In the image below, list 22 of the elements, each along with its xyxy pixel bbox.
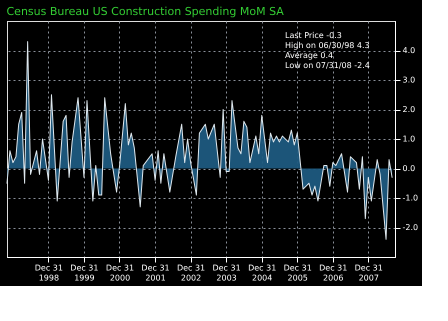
y-tick-label: 4.0	[402, 46, 416, 55]
x-tick-label: Dec 31 2003	[212, 264, 241, 282]
y-tick-label: 0.0	[402, 164, 416, 173]
x-tick-label: Dec 31 2000	[106, 264, 134, 282]
y-tick-label: 1.0	[402, 134, 416, 144]
annotation: High on 06/30/98 4.3	[285, 41, 370, 50]
annotation: Average 0.4	[285, 51, 334, 60]
x-tick-label: Dec 31 2005	[284, 264, 312, 282]
y-tick-label: 2.0	[402, 105, 416, 114]
chart-title: Census Bureau US Construction Spending MoM SA	[6, 5, 284, 18]
x-tick-label: Dec 31 1999	[70, 264, 98, 282]
x-tick-label: Dec 31 2004	[248, 264, 276, 282]
y-tick-label: -2.0	[402, 223, 418, 232]
annotation: Last Price -0.3	[285, 31, 342, 40]
x-tick-label: Dec 31 2007	[354, 264, 383, 282]
x-tick-label: Dec 31 2001	[141, 264, 170, 282]
x-tick-label: Dec 31 2006	[319, 264, 348, 282]
y-tick-label: -1.0	[402, 194, 418, 202]
annotation: Low on 07/31/08 -2.4	[285, 61, 370, 70]
x-tick-label: Dec 31 1998	[34, 264, 63, 282]
x-tick-label: Dec 31 2002	[176, 264, 206, 282]
y-tick-label: 3.0	[402, 76, 416, 84]
